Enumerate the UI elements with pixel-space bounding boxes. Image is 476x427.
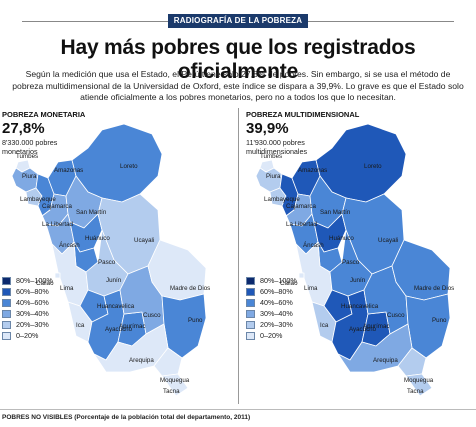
region-label-ayacucho: Ayacucho [105,326,133,333]
region-tacna [161,373,189,397]
region-label-lima: Lima [60,285,74,292]
region-label-lalibertad: La Libertad [42,221,74,228]
region-label-loreto: Loreto [120,163,138,170]
region-label-lambayeque: Lambayeque [264,196,300,203]
legend-swatch [2,299,11,307]
footer-caption: POBRES NO VISIBLES (Porcentaje de la pob… [2,414,251,421]
region-label-apurimac: Apurímac [363,323,389,330]
region-label-moquegua: Moquegua [160,377,190,384]
region-label-junin: Junín [106,277,122,284]
region-label-ucayali: Ucayali [134,237,154,244]
region-label-huanuco: Huánuco [329,235,354,242]
region-label-apurimac: Apurímac [119,323,145,330]
region-label-lalibertad: La Libertad [286,221,318,228]
region-label-callao: Callao [280,280,298,287]
region-label-ancash: Áncash [59,242,80,249]
panel-subtitle: 8'330.000 pobres monetarios [2,138,58,156]
region-arequipa [337,323,413,373]
region-label-sanmartin: San Martín [76,209,107,216]
region-label-huancavelica: Huancavelica [341,303,379,310]
legend-label: 30%–40% [16,309,49,318]
region-label-ayacucho: Ayacucho [349,326,377,333]
lede-paragraph: Según la medición que usa el Estado, el … [12,69,464,102]
region-label-callao: Callao [36,280,54,287]
region-label-tacna: Tacna [407,388,424,395]
legend-swatch [246,321,255,329]
legend-label: 30%–40% [260,309,293,318]
panel-multidimensional: Tumbes Piura Lambayeque Cajamarca Amazonas Lo… [246,110,476,406]
region-label-junin: Junín [350,277,366,284]
region-label-maddedios: Madre de Dios [170,285,210,292]
region-label-ica: Ica [320,322,329,329]
region-label-ica: Ica [76,322,85,329]
region-moquegua [397,347,427,377]
legend-swatch [246,332,255,340]
legend-label: 20%–30% [260,320,293,329]
region-label-ucayali: Ucayali [378,237,398,244]
region-label-sanmartin: San Martín [320,209,351,216]
region-label-lima: Lima [304,285,318,292]
section-kicker: RADIOGRAFÍA DE LA POBREZA [168,14,308,28]
region-label-amazonas: Amazonas [54,167,83,174]
region-label-piura: Piura [22,173,37,180]
panel-subtitle: 11'930.000 pobres multidimensionales [246,138,308,156]
legend-label: 40%–60% [16,298,49,307]
region-label-huancavelica: Huancavelica [97,303,135,310]
region-label-loreto: Loreto [364,163,382,170]
region-label-tumbes: Tumbes [260,153,282,160]
legend-label: 0–20% [16,331,39,340]
region-label-pasco: Pasco [98,259,116,266]
panel-divider [238,108,239,404]
kicker-bar: RADIOGRAFÍA DE LA POBREZA [0,14,476,28]
legend-swatch [246,299,255,307]
region-label-puno: Puno [188,317,203,324]
panel-percentage: 27,8% [2,120,45,137]
region-label-huanuco: Huánuco [85,235,110,242]
region-moquegua [153,347,183,377]
legend-swatch [246,310,255,318]
legend-swatch [2,332,11,340]
region-callao [298,272,305,279]
panel-title: POBREZA MONETARIA [2,110,86,119]
region-label-piura: Piura [266,173,281,180]
legend-swatch [2,321,11,329]
region-tacna [405,373,433,397]
legend-label: 80%–100% [16,276,53,285]
region-label-lambayeque: Lambayeque [20,196,56,203]
region-label-cusco: Cusco [387,312,405,319]
region-label-tacna: Tacna [163,388,180,395]
footer-rule [0,409,476,410]
panel-title: POBREZA MULTIDIMENSIONAL [246,110,360,119]
region-label-tumbes: Tumbes [16,153,38,160]
region-label-cajamarca: Cajamarca [286,203,316,210]
legend-swatch [246,277,255,285]
legend-label: 80%–100% [260,276,297,285]
region-label-maddedios: Madre de Dios [414,285,454,292]
region-label-cusco: Cusco [143,312,161,319]
legend-label: 0–20% [260,331,283,340]
region-label-pasco: Pasco [342,259,360,266]
region-label-cajamarca: Cajamarca [42,203,72,210]
legend-swatch [246,288,255,296]
legend-label: 20%–30% [16,320,49,329]
legend-swatch [2,310,11,318]
legend-swatch [2,288,11,296]
legend-label: 40%–60% [260,298,293,307]
region-label-moquegua: Moquegua [404,377,434,384]
legend-label: 60%–80% [16,287,49,296]
panel-percentage: 39,9% [246,120,289,137]
region-label-arequipa: Arequipa [373,357,398,364]
region-label-arequipa: Arequipa [129,357,154,364]
region-label-amazonas: Amazonas [298,167,327,174]
region-arequipa [93,323,169,373]
region-label-ancash: Áncash [303,242,324,249]
legend-swatch [2,277,11,285]
region-callao [54,272,61,279]
legend-label: 60%–80% [260,287,293,296]
headline: Hay más pobres que los registrados ofici… [60,36,416,83]
region-label-puno: Puno [432,317,447,324]
panel-monetary: Tumbes Piura Lambayeque Cajamarca Amazonas Lo… [2,110,234,406]
